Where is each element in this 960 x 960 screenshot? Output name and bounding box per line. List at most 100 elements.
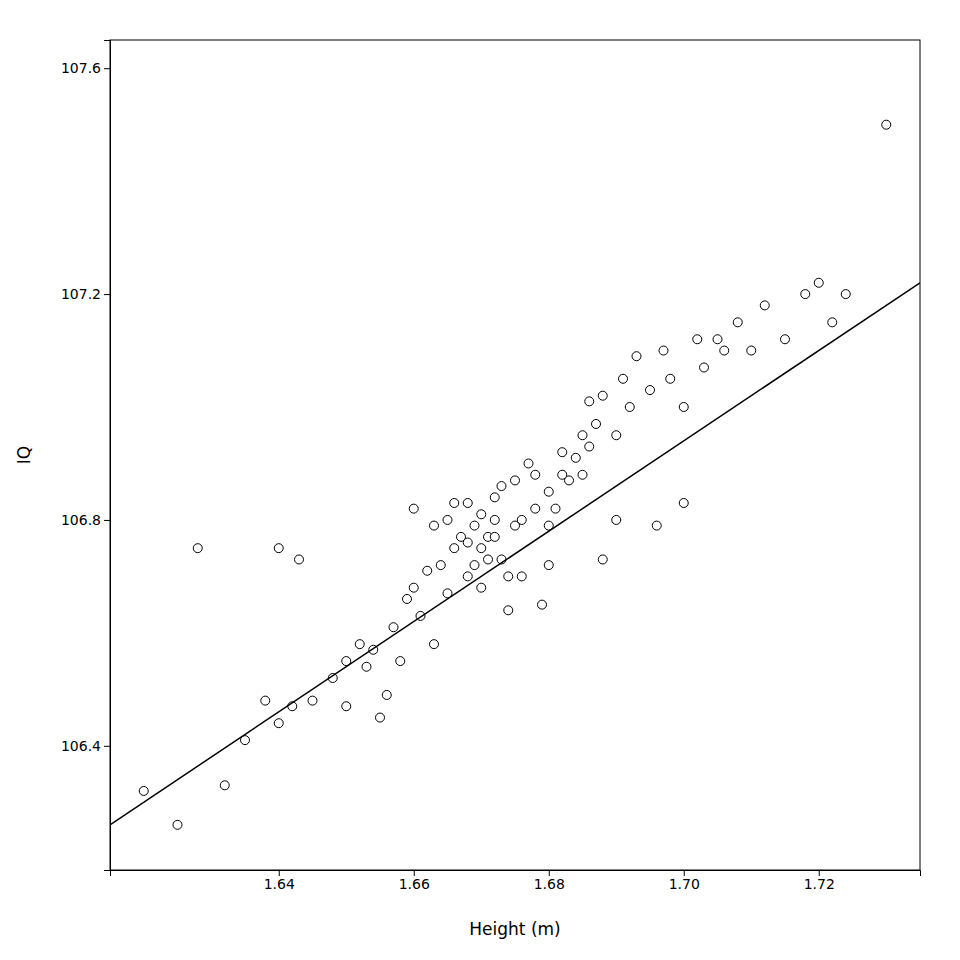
point	[551, 504, 560, 513]
point	[382, 690, 391, 699]
point	[193, 544, 202, 553]
tick-mark	[104, 294, 110, 295]
plot: 1.64 1.66 1.68 1.70 1.72 106.4 106.8 107.2 107.6	[61, 40, 921, 892]
tick-label: 106.4	[61, 738, 101, 754]
point	[436, 561, 445, 570]
point	[713, 335, 722, 344]
point	[396, 657, 405, 666]
point	[477, 583, 486, 592]
tick-label: 1.70	[669, 876, 700, 892]
point	[747, 346, 756, 355]
tick: 107.6	[61, 60, 110, 76]
point	[632, 352, 641, 361]
point	[450, 498, 459, 507]
tick-label: 1.68	[534, 876, 565, 892]
point	[531, 504, 540, 513]
point	[274, 719, 283, 728]
tick: 1.70	[669, 870, 700, 892]
plot-frame	[110, 40, 920, 870]
point	[409, 504, 418, 513]
tick: 1.64	[264, 870, 295, 892]
point	[389, 623, 398, 632]
tick: 1.66	[399, 870, 430, 892]
point	[828, 318, 837, 327]
point	[376, 713, 385, 722]
point	[355, 640, 364, 649]
point	[666, 374, 675, 383]
point	[538, 600, 547, 609]
tick-mark	[104, 520, 110, 521]
point	[544, 561, 553, 570]
point	[760, 301, 769, 310]
axis-line	[104, 41, 111, 871]
tick: 107.2	[61, 286, 110, 302]
point	[463, 538, 472, 547]
point	[139, 786, 148, 795]
tick-label: 106.8	[61, 512, 101, 528]
point	[531, 470, 540, 479]
point	[484, 555, 493, 564]
y-axis: 106.4 106.8 107.2 107.6	[61, 41, 111, 871]
point	[403, 594, 412, 603]
point	[841, 290, 850, 299]
point	[490, 515, 499, 524]
point	[477, 544, 486, 553]
point	[524, 459, 533, 468]
point	[598, 391, 607, 400]
marks	[110, 120, 920, 829]
point	[781, 335, 790, 344]
point	[490, 532, 499, 541]
tick: 106.8	[61, 512, 110, 528]
point	[490, 493, 499, 502]
point	[679, 498, 688, 507]
point	[882, 120, 891, 129]
point	[274, 544, 283, 553]
point	[585, 442, 594, 451]
point	[619, 374, 628, 383]
point	[814, 278, 823, 287]
point	[450, 544, 459, 553]
point	[612, 431, 621, 440]
point	[558, 448, 567, 457]
point	[565, 476, 574, 485]
point	[463, 572, 472, 581]
point	[220, 781, 229, 790]
point	[173, 820, 182, 829]
tick-label: 107.2	[61, 286, 101, 302]
point	[571, 453, 580, 462]
point	[423, 566, 432, 575]
point	[578, 470, 587, 479]
axis-line	[111, 871, 921, 877]
point	[733, 318, 742, 327]
point	[470, 521, 479, 530]
x-axis: 1.64 1.66 1.68 1.70 1.72	[111, 870, 921, 892]
point	[517, 515, 526, 524]
tick-label: 1.66	[399, 876, 430, 892]
point	[693, 335, 702, 344]
tick: 106.4	[61, 738, 110, 754]
point	[578, 431, 587, 440]
x-axis-title: Height (m)	[469, 919, 560, 939]
point	[504, 606, 513, 615]
point	[598, 555, 607, 564]
tick-mark	[104, 68, 110, 69]
point	[585, 397, 594, 406]
point	[720, 346, 729, 355]
point	[409, 583, 418, 592]
point	[592, 419, 601, 428]
chart: 1.64 1.66 1.68 1.70 1.72 106.4 106.8 107.2 107.6…	[0, 0, 960, 960]
regression-line	[110, 283, 920, 825]
point	[497, 482, 506, 491]
point	[463, 498, 472, 507]
point	[517, 572, 526, 581]
tick-mark	[104, 746, 110, 747]
tick-label: 1.72	[804, 876, 835, 892]
point	[659, 346, 668, 355]
point	[511, 476, 520, 485]
y-axis-title: IQ	[14, 446, 34, 464]
points	[139, 120, 891, 829]
point	[504, 572, 513, 581]
point	[679, 403, 688, 412]
tick-label: 107.6	[61, 60, 101, 76]
point	[261, 696, 270, 705]
